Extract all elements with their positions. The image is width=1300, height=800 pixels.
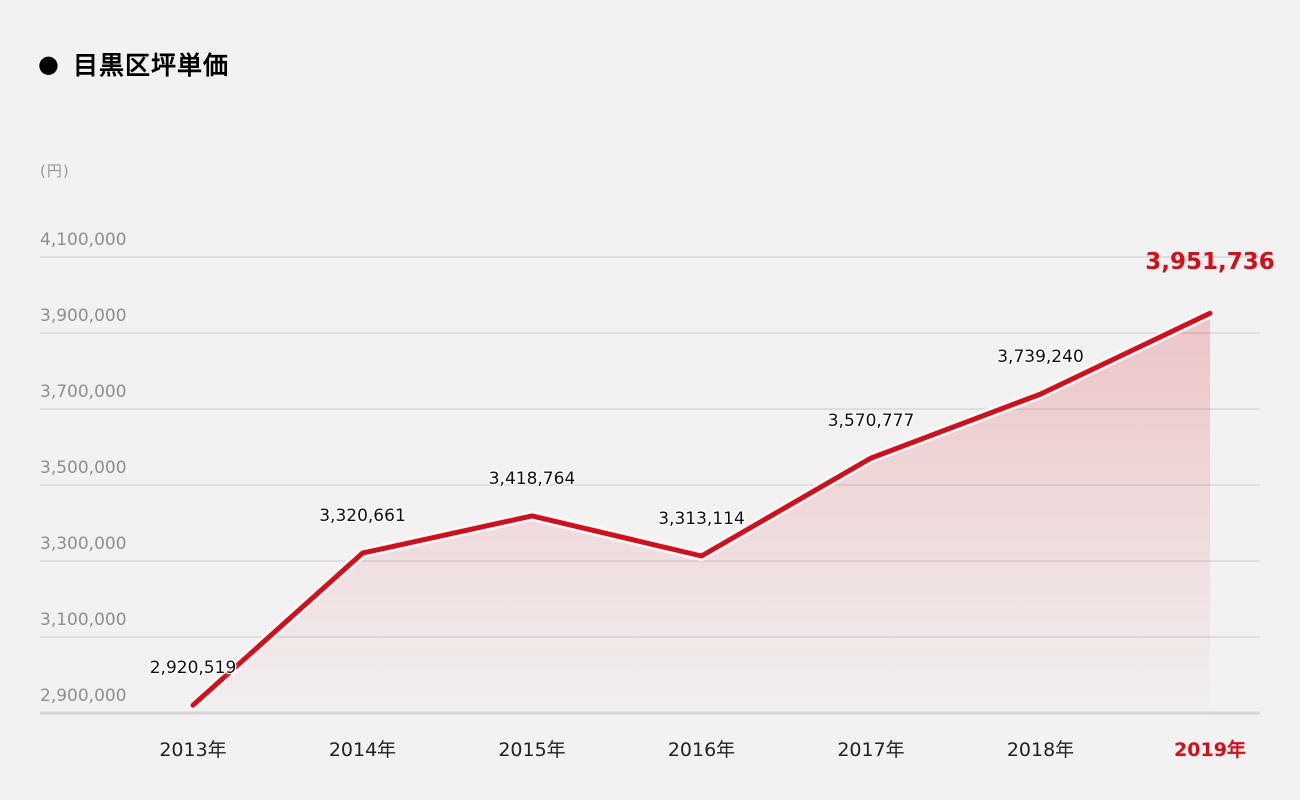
x-axis-tick-label-2016: 2016年 xyxy=(667,739,736,761)
x-axis-tick-label-2018: 2018年 xyxy=(1006,739,1075,761)
data-point-label: 3,570,777 xyxy=(827,411,915,432)
data-point-label: 3,739,240 xyxy=(997,347,1084,368)
x-axis-tick-label-2014: 2014年 xyxy=(328,739,397,761)
y-axis-tick-label: 4,100,000 xyxy=(40,230,127,250)
y-axis-tick-label: 3,300,000 xyxy=(40,534,127,554)
data-point-label: 3,320,661 xyxy=(319,506,406,527)
y-axis-tick-label: 3,900,000 xyxy=(40,306,127,326)
x-axis-tick-label-2015: 2015年 xyxy=(498,739,566,761)
x-axis-tick-label-2019: 2019年 xyxy=(1174,739,1246,761)
bullet-icon: ● xyxy=(38,50,59,78)
y-axis-tick-label: 3,500,000 xyxy=(40,458,127,478)
chart-area-fill xyxy=(193,313,1210,713)
data-point-label: 3,313,114 xyxy=(658,509,745,530)
chart-title-row: ● 目黒区坪単価 xyxy=(38,46,229,82)
y-axis-tick-label: 3,100,000 xyxy=(40,610,127,630)
x-axis-tick-label-2017: 2017年 xyxy=(837,739,905,761)
data-point-label: 2,920,519 xyxy=(149,658,237,679)
data-point-label-highlight: 3,951,736 xyxy=(1145,249,1275,276)
data-point-label: 3,418,764 xyxy=(488,468,576,489)
chart-line xyxy=(190,310,1213,708)
x-axis-tick-label-2013: 2013年 xyxy=(159,739,227,761)
y-axis-tick-label: 2,900,000 xyxy=(40,686,127,706)
y-axis-tick-label: 3,700,000 xyxy=(40,382,127,402)
y-axis-unit-label: (円) xyxy=(40,162,70,180)
chart-title: 目黒区坪単価 xyxy=(72,51,229,80)
